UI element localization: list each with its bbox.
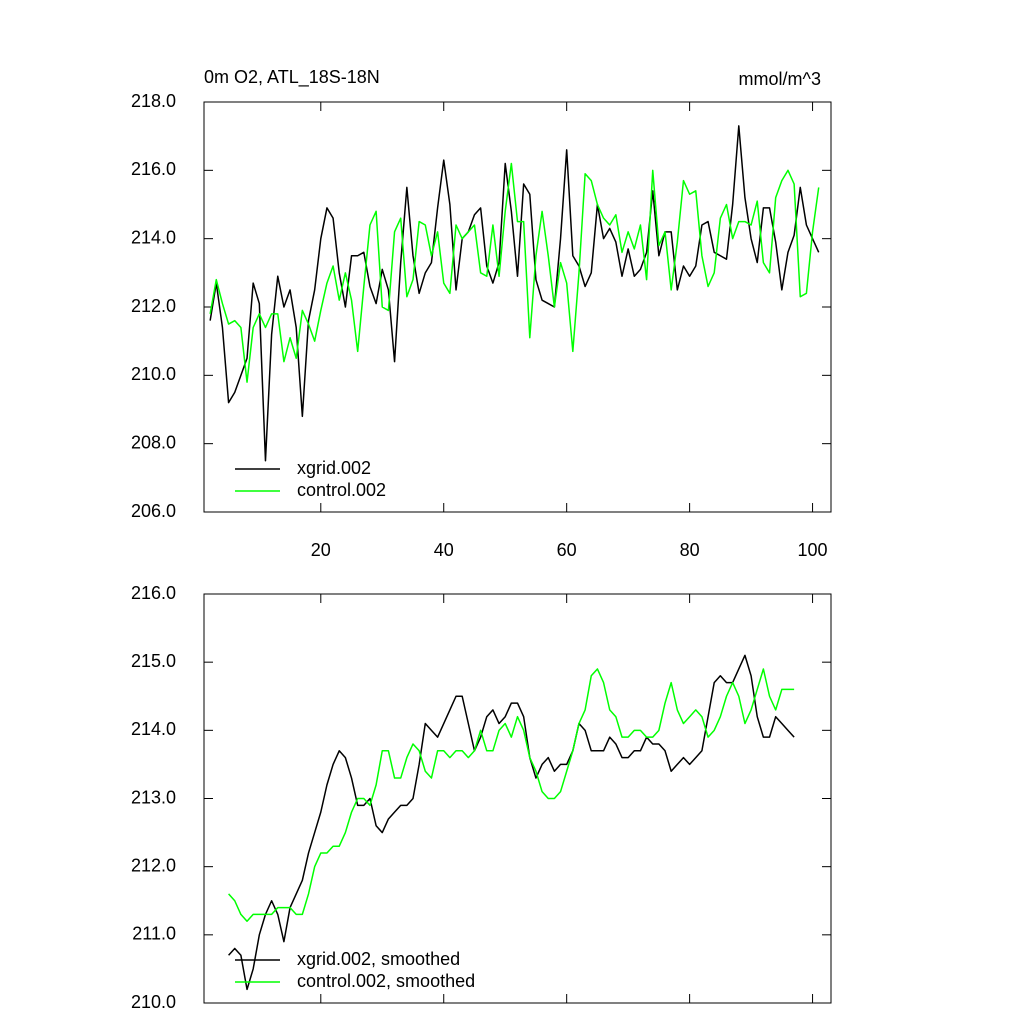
chart-title: 0m O2, ATL_18S-18N — [204, 67, 380, 88]
legend-label: xgrid.002 — [297, 458, 371, 478]
y-tick-label: 211.0 — [132, 924, 176, 944]
y-tick-label: 206.0 — [131, 501, 176, 521]
legend-label: xgrid.002, smoothed — [297, 949, 460, 969]
y-tick-label: 213.0 — [131, 787, 176, 807]
y-tick-label: 216.0 — [131, 583, 176, 603]
x-tick-label: 80 — [680, 540, 700, 560]
units-label: mmol/m^3 — [739, 69, 821, 89]
y-tick-label: 210.0 — [131, 364, 176, 384]
x-tick-label: 60 — [557, 540, 577, 560]
data-line — [228, 654, 795, 991]
y-tick-label: 208.0 — [131, 432, 176, 452]
y-tick-label: 210.0 — [131, 992, 176, 1012]
plot-frame — [203, 593, 832, 1004]
data-line — [228, 668, 795, 922]
y-tick-label: 214.0 — [131, 719, 176, 739]
x-tick-label: 100 — [798, 540, 828, 560]
x-tick-label: 20 — [311, 540, 331, 560]
y-tick-label: 218.0 — [131, 91, 176, 111]
y-tick-label: 212.0 — [131, 855, 176, 875]
y-tick-label: 215.0 — [131, 651, 176, 671]
data-line — [209, 125, 820, 462]
plot-frame — [203, 101, 832, 513]
x-tick-label: 40 — [434, 540, 454, 560]
y-tick-label: 216.0 — [131, 159, 176, 179]
y-tick-label: 212.0 — [131, 296, 176, 316]
data-line — [209, 162, 820, 383]
legend-label: control.002 — [297, 480, 386, 500]
y-tick-label: 214.0 — [131, 227, 176, 247]
legend-label: control.002, smoothed — [297, 971, 475, 991]
